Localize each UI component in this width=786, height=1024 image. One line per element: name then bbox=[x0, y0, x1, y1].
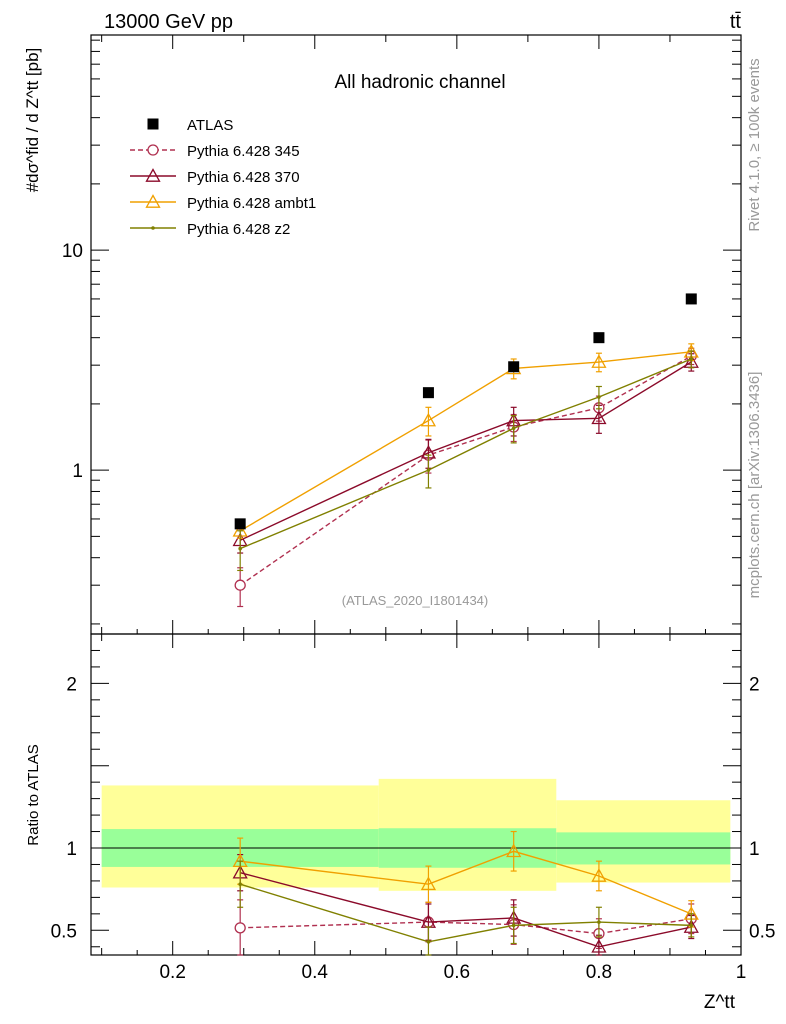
ratio-y-axis-label: Ratio to ATLAS bbox=[25, 744, 42, 845]
data-point-dot bbox=[426, 940, 431, 944]
main-series-line bbox=[239, 351, 692, 532]
mcplots-label: mcplots.cern.ch [arXiv:1306.3436] bbox=[746, 372, 763, 599]
ratio-series bbox=[234, 899, 697, 956]
data-point-dot bbox=[238, 882, 242, 887]
data-point-dot bbox=[597, 920, 601, 924]
legend-label: Pythia 6.428 345 bbox=[187, 143, 300, 160]
data-point-dot bbox=[151, 226, 155, 230]
ratio-panel: Ratio to ATLAS Z^tt bbox=[25, 744, 736, 1013]
ratio-y-tick-label: 1 bbox=[66, 839, 77, 860]
data-point-dot bbox=[238, 546, 242, 551]
ratio-y-tick-label: 0.5 bbox=[51, 921, 77, 942]
ratio-y-tick-label-right: 1 bbox=[749, 839, 760, 860]
data-point-dot bbox=[426, 468, 431, 472]
ratio-y-tick-label-right: 2 bbox=[749, 674, 760, 695]
data-point-dot bbox=[689, 357, 694, 361]
main-panel: 13000 GeV pp tt̄ All hadronic channel (A… bbox=[23, 11, 763, 608]
data-point-triangle bbox=[145, 168, 161, 182]
data-point-triangle bbox=[591, 354, 607, 368]
x-axis-label: Z^tt bbox=[704, 992, 736, 1013]
ratio-y-axis-label-text: Ratio to ATLAS bbox=[25, 744, 42, 845]
data-point-triangle bbox=[420, 876, 437, 891]
main-y-tick-label: 1 bbox=[72, 461, 83, 482]
x-tick-label: 0.4 bbox=[302, 962, 329, 983]
header-right: tt̄ bbox=[730, 11, 742, 33]
rivet-label-text: Rivet 4.1.0, ≥ 100k events bbox=[746, 58, 763, 231]
main-series-line bbox=[239, 358, 692, 550]
data-point-dot bbox=[511, 426, 516, 431]
data-point-triangle bbox=[506, 843, 522, 858]
data-point-dot bbox=[689, 923, 694, 928]
ratio-y-tick-label: 2 bbox=[66, 674, 77, 695]
data-point-triangle bbox=[591, 868, 607, 882]
mcplots-label-text: mcplots.cern.ch [arXiv:1306.3436] bbox=[746, 372, 763, 599]
ratio-series-line bbox=[239, 883, 692, 943]
data-point-circle bbox=[234, 579, 246, 591]
main-y-tick-label: 10 bbox=[62, 241, 83, 262]
data-point-atlas bbox=[422, 387, 434, 399]
legend-entry: Pythia 6.428 ambt1 bbox=[130, 194, 316, 212]
legend-entry: Pythia 6.428 345 bbox=[130, 143, 300, 160]
legend-label: Pythia 6.428 ambt1 bbox=[187, 195, 316, 212]
main-series bbox=[232, 353, 699, 554]
data-point-triangle bbox=[591, 938, 607, 953]
main-series bbox=[232, 343, 699, 539]
legend-label: Pythia 6.428 370 bbox=[187, 169, 300, 186]
ratio-series-line bbox=[240, 918, 692, 935]
main-series bbox=[234, 347, 697, 608]
series-layer bbox=[232, 293, 699, 956]
legend-entry: Pythia 6.428 z2 bbox=[130, 221, 290, 238]
legend-label: Pythia 6.428 z2 bbox=[187, 221, 290, 238]
header-left: 13000 GeV pp bbox=[104, 11, 233, 33]
data-point-atlas bbox=[593, 332, 605, 344]
legend-label: ATLAS bbox=[187, 117, 233, 134]
ratio-frame bbox=[90, 633, 742, 956]
x-tick-label: 0.6 bbox=[444, 962, 470, 983]
main-y-axis-label-text: #dσ^fid / d Z^tt [pb] bbox=[23, 48, 42, 193]
rivet-label: Rivet 4.1.0, ≥ 100k events bbox=[746, 58, 763, 231]
data-point-atlas bbox=[147, 118, 159, 130]
main-series bbox=[237, 350, 695, 572]
x-tick-label: 1 bbox=[736, 962, 747, 983]
ratio-series bbox=[232, 830, 699, 928]
x-tick-label: 0.2 bbox=[159, 962, 185, 983]
data-point-dot bbox=[511, 923, 516, 928]
data-point-atlas bbox=[234, 518, 246, 530]
watermark: (ATLAS_2020_I1801434) bbox=[342, 593, 488, 608]
legend-entry: ATLAS bbox=[147, 117, 233, 134]
data-point-triangle bbox=[420, 412, 437, 427]
data-point-atlas bbox=[685, 293, 697, 305]
data-point-circle bbox=[147, 144, 159, 156]
ratio-series bbox=[237, 860, 695, 956]
data-point-circle bbox=[234, 922, 246, 934]
x-tick-label: 0.8 bbox=[586, 962, 612, 983]
main-series-line bbox=[239, 355, 692, 586]
data-point-triangle bbox=[591, 410, 607, 425]
data-point-dot bbox=[597, 395, 601, 399]
legend: ATLAS Pythia 6.428 345 Pythia 6.428 370 Pyt… bbox=[130, 117, 316, 238]
ratio-y-tick-label-right: 0.5 bbox=[749, 921, 775, 942]
main-y-axis-label: #dσ^fid / d Z^tt [pb] bbox=[23, 48, 42, 193]
main-title: All hadronic channel bbox=[334, 72, 505, 93]
ratio-bands bbox=[91, 778, 741, 891]
data-point-triangle bbox=[145, 194, 161, 208]
data-point-atlas bbox=[508, 361, 520, 373]
main-series bbox=[234, 293, 697, 530]
legend-entry: Pythia 6.428 370 bbox=[130, 168, 300, 186]
